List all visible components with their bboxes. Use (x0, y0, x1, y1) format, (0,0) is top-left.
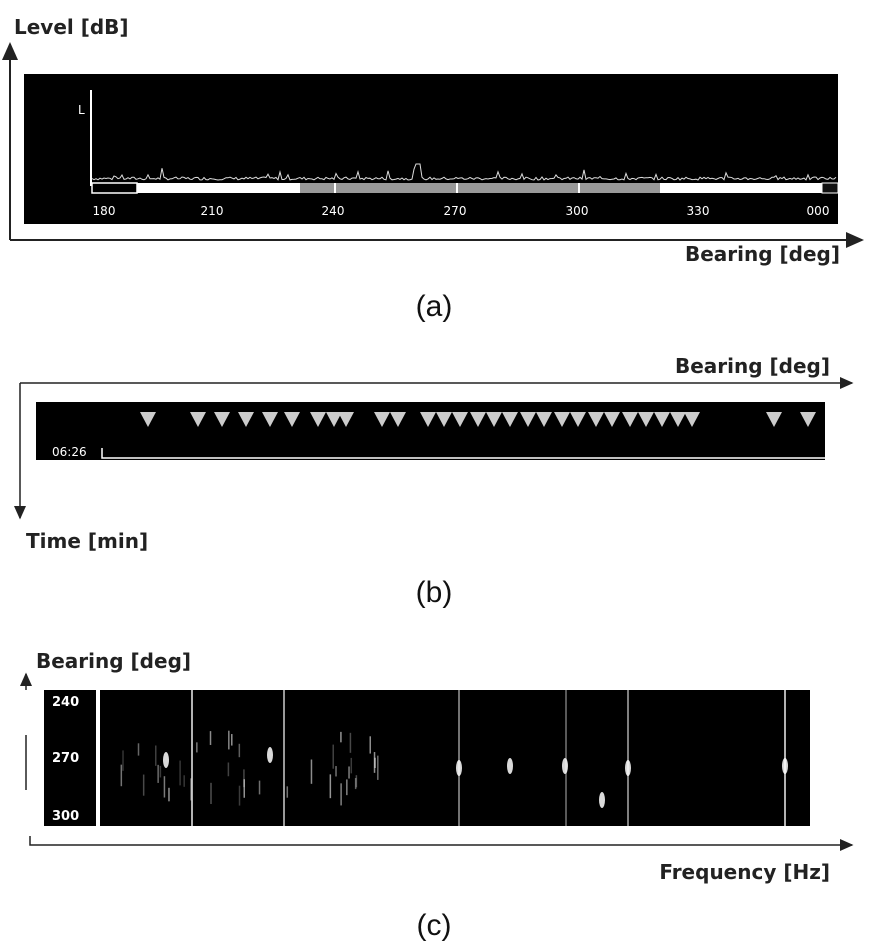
detection (390, 412, 406, 427)
detection (684, 412, 700, 427)
detection (262, 412, 278, 427)
tick-label: 210 (201, 204, 224, 218)
detection (604, 412, 620, 427)
detection (310, 412, 326, 427)
spectrogram-lines (120, 690, 788, 826)
freq-blob (599, 792, 605, 808)
bearing-bar (821, 182, 839, 194)
detection (190, 412, 206, 427)
freq-blob (267, 747, 273, 763)
freq-blob (782, 758, 788, 774)
axis-label: Bearing [deg] (36, 649, 191, 673)
detection (638, 412, 654, 427)
tick-label: 240 (52, 695, 79, 710)
freq-blob (456, 760, 462, 776)
spectrum (91, 163, 837, 181)
detection (140, 412, 156, 427)
detection (570, 412, 586, 427)
tick-panel (44, 690, 96, 826)
detection (588, 412, 604, 427)
caption: (a) (416, 290, 453, 323)
detection (486, 412, 502, 427)
axis-label: Bearing [deg] (675, 354, 830, 378)
bearing-bar (91, 182, 138, 194)
axis-label: Time [min] (26, 529, 148, 553)
detection (452, 412, 468, 427)
freq-blob (507, 758, 513, 774)
tick-label: 000 (807, 204, 830, 218)
bearing-bar (660, 183, 822, 193)
panel-b: Bearing [deg] 06:26 Time [min] (b) (14, 354, 854, 609)
freq-blob (625, 760, 631, 776)
axis (29, 836, 854, 851)
caption: (b) (416, 576, 453, 609)
axis-label: Level [dB] (14, 15, 129, 39)
detection (502, 412, 518, 427)
detection (374, 412, 390, 427)
detection (654, 412, 670, 427)
marker: L (78, 103, 85, 117)
freq-blob (562, 758, 568, 774)
detection (326, 412, 342, 427)
time-line (101, 448, 825, 459)
tick-label: 300 (566, 204, 589, 218)
detection (800, 412, 816, 427)
tick-label: 240 (322, 204, 345, 218)
detection (554, 412, 570, 427)
detection (436, 412, 452, 427)
axis-label: Bearing [deg] (685, 242, 840, 266)
detection (284, 412, 300, 427)
detection (766, 412, 782, 427)
display (24, 74, 838, 224)
ticks: 180 210 240 270 300 330 000 (93, 183, 830, 218)
detection (214, 412, 230, 427)
detection (670, 412, 686, 427)
axis-label: Frequency [Hz] (659, 860, 830, 884)
detection (520, 412, 536, 427)
detection (470, 412, 486, 427)
ticks: 240 270 300 (52, 690, 99, 826)
tick-label: 180 (93, 204, 116, 218)
time-label: 06:26 (52, 445, 87, 459)
tick-label: 330 (687, 204, 710, 218)
display (36, 402, 825, 460)
panel-c: Bearing [deg] 240 270 300 Frequency [Hz] (… (20, 649, 854, 942)
caption: (c) (417, 909, 452, 942)
tick-label: 270 (52, 751, 79, 766)
detection (338, 412, 354, 427)
detection (536, 412, 552, 427)
bearing-bar (300, 183, 660, 193)
freq-blob (163, 752, 169, 768)
tick-label: 300 (52, 809, 79, 824)
detection (622, 412, 638, 427)
bearing-bar (137, 183, 300, 193)
detection (238, 412, 254, 427)
spectrogram (100, 690, 810, 826)
panel-a: Level [dB] L 180 210 240 270 300 330 000 Beari… (1, 15, 864, 323)
detections (140, 412, 816, 427)
tick-label: 270 (444, 204, 467, 218)
detection (420, 412, 436, 427)
